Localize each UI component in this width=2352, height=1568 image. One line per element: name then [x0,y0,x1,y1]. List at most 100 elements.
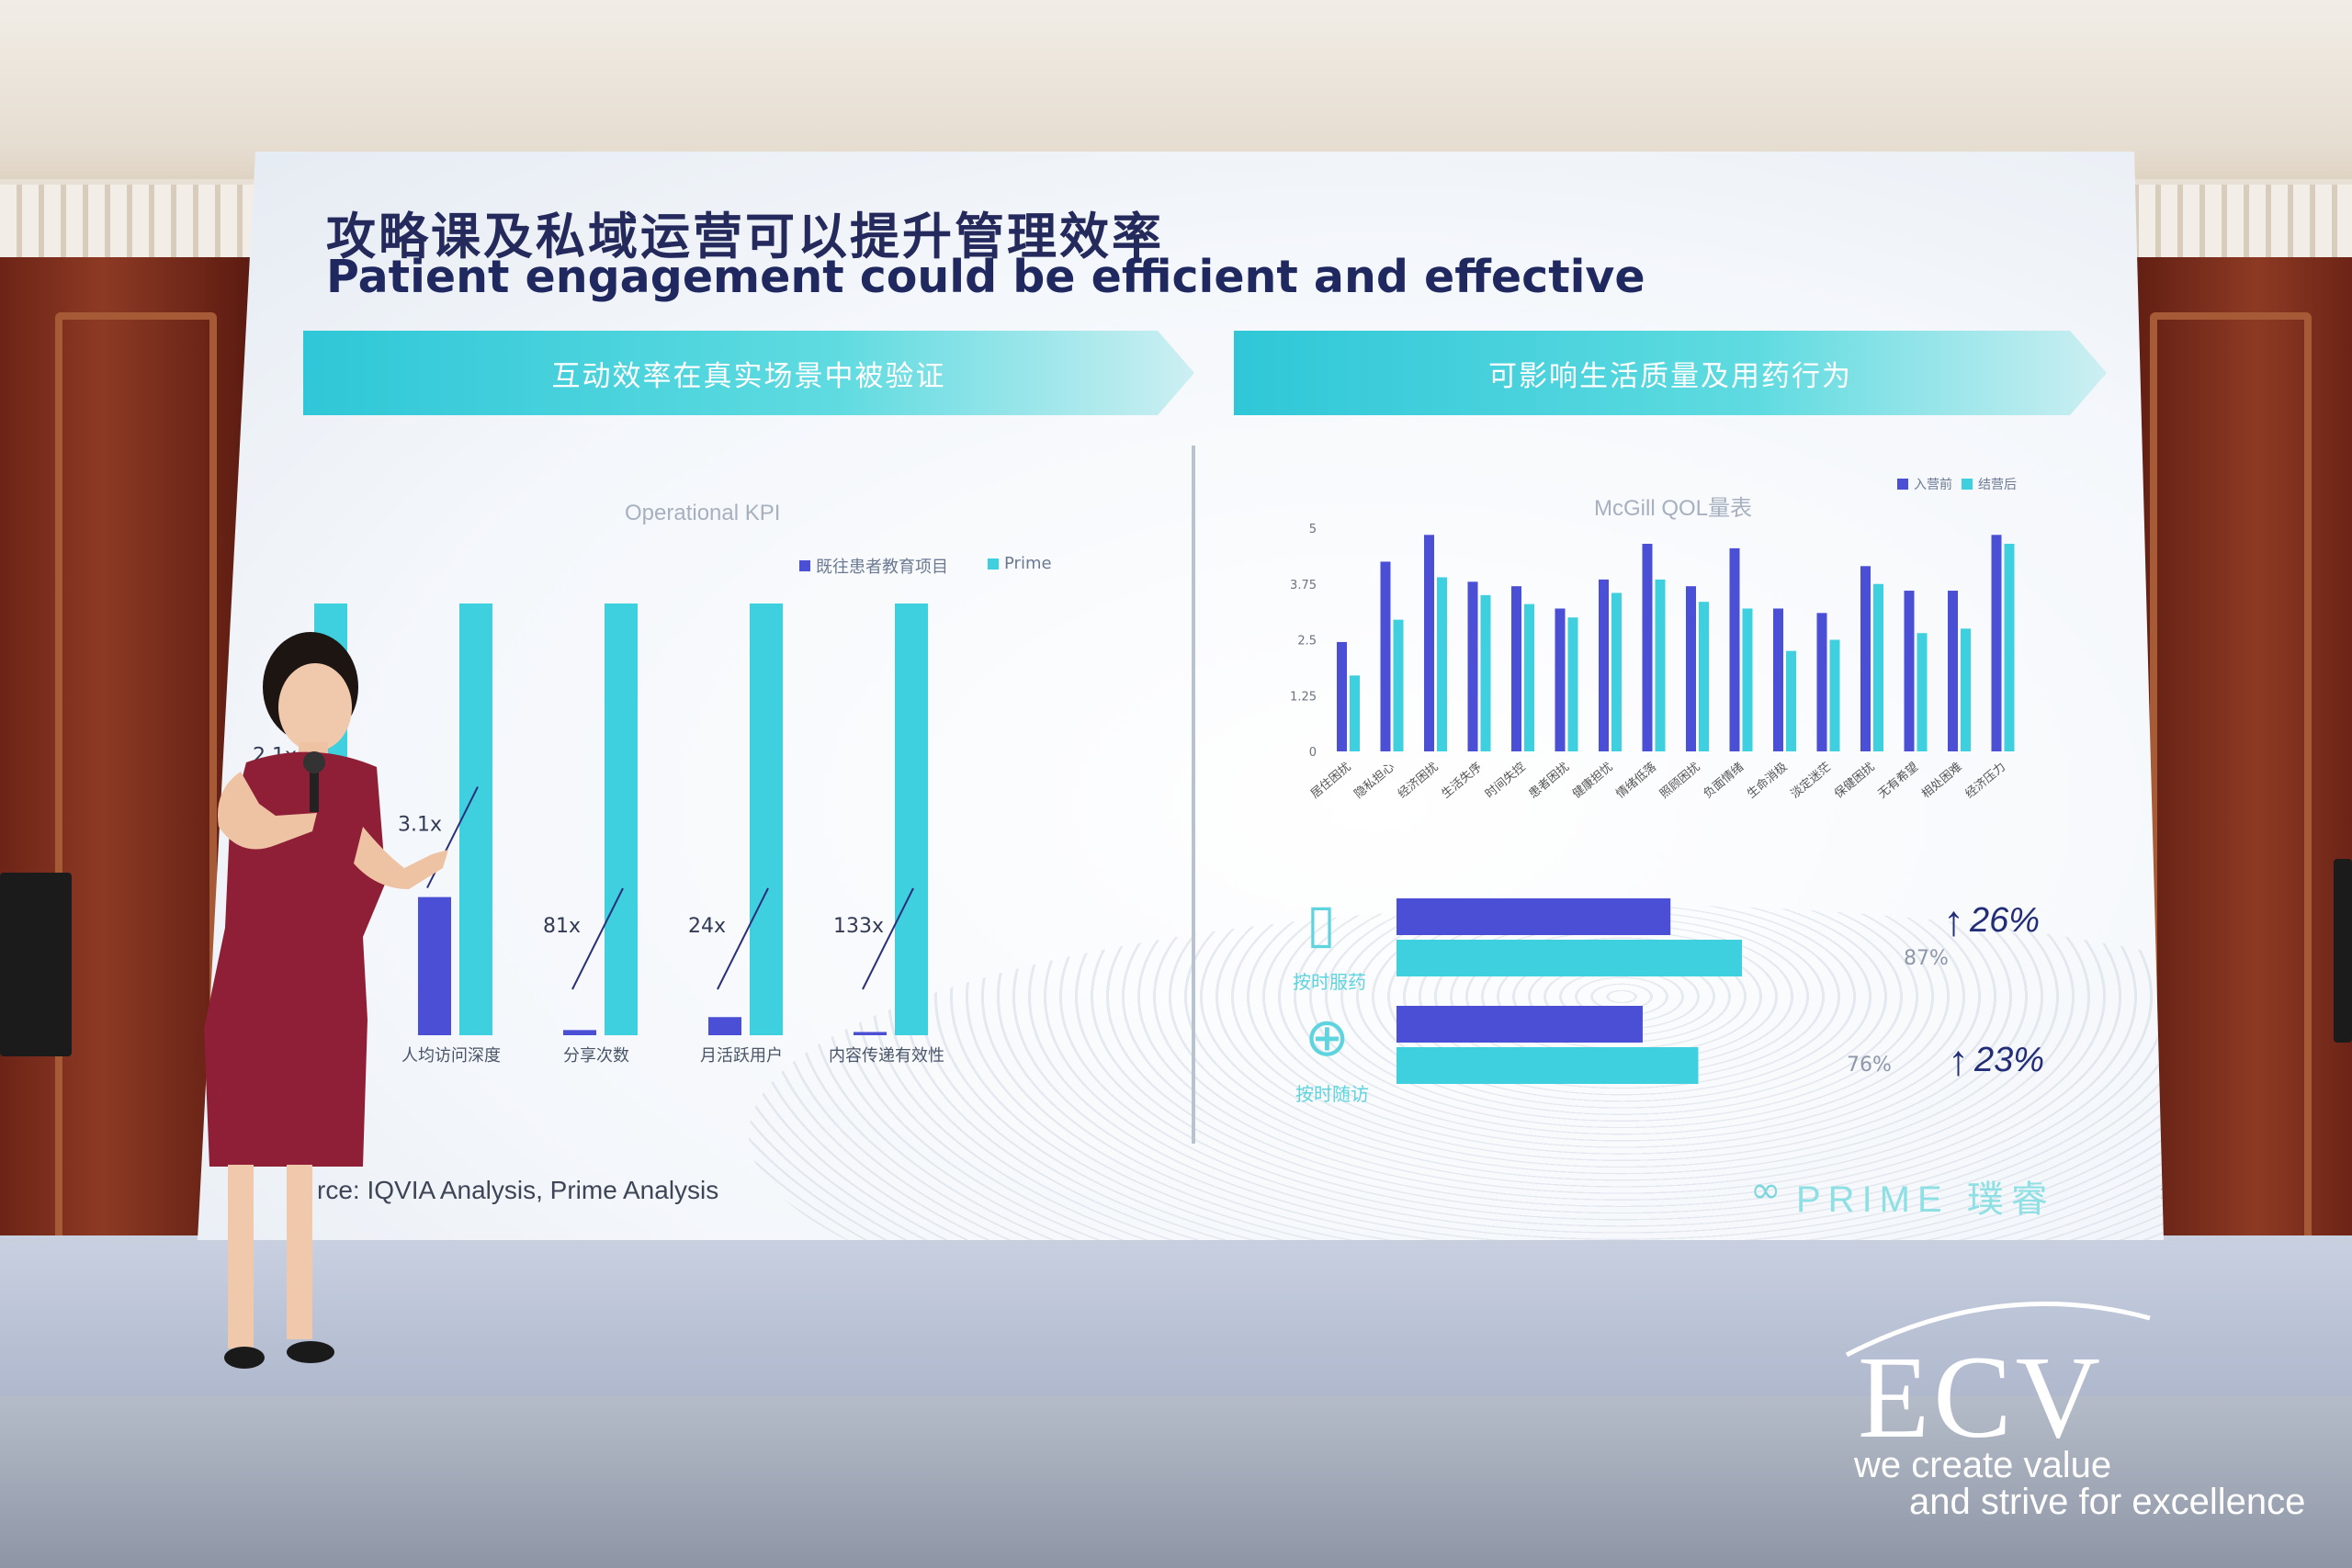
qol-bar-before [1424,535,1434,751]
stage-floor [0,1235,2352,1401]
page-number: 16 [2159,1185,2164,1202]
banner-left: 互动效率在真实场景中被验证 [303,331,1194,415]
adherence-bar-before [1396,1006,1643,1043]
arrow-up-icon: ↑ [1948,1036,1969,1084]
qol-bar-after [1655,579,1666,751]
legend-label: Prime [1004,554,1052,573]
growth-medication: ↑ 26% [1943,896,2040,945]
qol-bar-after [1611,592,1622,751]
adherence-bar-before [1396,898,1671,935]
qol-bar-after [1786,650,1796,751]
growth-value: 26% [1970,900,2041,940]
qol-bar-after [1699,602,1709,751]
qol-bar-after [1873,583,1883,751]
pill-icon: ▯ [1306,892,1336,954]
qol-bar-after [1350,675,1360,751]
kpi-bar-prime [459,604,492,1035]
value-label: 76% [1847,1054,1892,1077]
qol-bar-before [1555,608,1566,751]
kpi-category-label: 分享次数 [563,1046,629,1066]
growth-value: 23% [1974,1040,2045,1079]
qol-chart: 01.252.53.755居住困扰隐私担心经济困扰生活失序时间失控患者困扰健康担… [1290,523,2015,801]
qol-bar-before [1773,608,1783,751]
qol-bar-before [1337,641,1347,751]
stage-speaker-left [0,873,72,1056]
qol-bar-before [1686,586,1696,751]
adherence-bar-after [1396,1047,1699,1084]
kpi-multiplier-label: 24x [688,915,726,938]
qol-bar-after [2004,544,2015,751]
qol-bar-before [1991,535,2002,751]
legend-label: 入营前 [1914,478,1952,492]
qol-bar-after [1567,617,1578,751]
qol-bar-after [1917,633,1928,751]
qol-bar-before [1467,581,1478,751]
kpi-multiplier-label: 133x [833,915,884,938]
qol-bar-before [1380,561,1391,751]
ecv-tagline-2: and strive for excellence [1909,1482,2306,1522]
kpi-bar-legacy [708,1017,741,1035]
legend-swatch [988,558,999,570]
qol-bar-after [1437,577,1447,751]
legend-swatch [1897,479,1908,490]
adherence-chart [1396,898,1742,1084]
legend-label: 既往患者教育项目 [816,558,948,577]
kpi-bar-legacy [563,1030,596,1035]
ecv-logo: ECV [1858,1332,2104,1462]
qol-y-tick: 5 [1309,523,1317,536]
kpi-multiplier-label: 81x [543,915,581,938]
legend-swatch [1962,479,1973,490]
source-note: rce: IQVIA Analysis, Prime Analysis [317,1176,719,1204]
adherence-label-followup: 按时随访 [1295,1083,1369,1105]
kpi-category-label: 月活跃用户 [700,1046,783,1066]
qol-bar-before [1511,586,1521,751]
growth-arrow-line [717,887,769,990]
qol-bar-before [1642,544,1653,751]
kpi-legend-prime: Prime [988,554,1052,573]
value-label: 87% [1904,947,1949,970]
qol-y-tick: 0 [1309,746,1317,760]
prime-logo-text: PRIME 璞睿 [1796,1179,2055,1220]
qol-bar-after [1961,628,1971,751]
legend-swatch [799,560,810,571]
qol-bar-before [1816,613,1827,751]
qol-bar-before [1860,566,1871,751]
nurse-icon: ⊕ [1305,1006,1350,1068]
qol-bar-before [1948,591,1958,751]
qol-legend-before: 入营前 [1897,475,1952,493]
kpi-chart-title: Operational KPI [625,501,781,525]
kpi-category-label: 人均访问深度 [401,1046,501,1066]
kpi-bar-legacy [418,897,451,1035]
section-divider [1192,446,1195,1144]
slide-title-cn: 攻略课及私域运营可以提升管理效率 [326,208,1164,265]
qol-bar-after [1393,619,1404,751]
qol-y-tick: 3.75 [1290,579,1317,592]
qol-bar-after [1524,604,1534,751]
growth-arrow-line [571,887,624,990]
ecv-logo-swoosh [1845,1301,2151,1358]
kpi-bar-prime [895,604,928,1035]
kpi-bar-legacy [854,1032,887,1035]
kpi-category-label: 内容传递有效性 [829,1046,944,1066]
qol-bar-after [1829,639,1840,751]
qol-bar-after [1480,594,1491,751]
qol-bar-before [1904,591,1915,751]
stage-front [0,1396,2352,1568]
qol-legend-after: 结营后 [1962,475,2017,493]
banner-right: 可影响生活质量及用药行为 [1234,331,2107,415]
ecv-tagline-1: we create value [1854,1445,2112,1485]
projection-screen: 攻略课及私域运营可以提升管理效率 Patient engagement coul… [198,152,2164,1240]
kpi-bar-prime [605,604,638,1035]
qol-bar-before [1599,579,1609,751]
arrow-up-icon: ↑ [1943,897,1964,944]
kpi-bar-prime [750,604,783,1035]
qol-bar-before [1729,547,1740,751]
adherence-bar-after [1396,940,1742,976]
legend-label: 结营后 [1978,478,2017,492]
qol-chart-title: McGill QOL量表 [1594,496,1753,521]
adherence-label-medication: 按时服药 [1293,971,1366,993]
growth-followup: ↑ 23% [1948,1035,2044,1085]
growth-arrow-line [862,887,914,990]
qol-y-tick: 1.25 [1290,690,1317,704]
prime-logo-icon: ∞ [1750,1169,1781,1212]
